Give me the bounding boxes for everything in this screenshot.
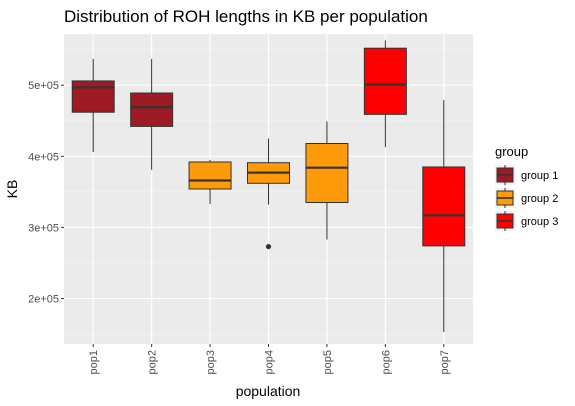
box-body — [71, 80, 115, 113]
y-axis-ticks: 2e+05 3e+05 4e+05 5e+05 — [28, 80, 64, 305]
legend-title: group — [495, 144, 528, 159]
box-pop4 — [247, 138, 290, 250]
legend-key — [495, 188, 515, 208]
box-plots — [71, 40, 466, 332]
y-tick-label: 4e+05 — [28, 151, 59, 163]
legend-label: group 1 — [521, 170, 558, 182]
x-tick-label: pop5 — [322, 350, 334, 374]
legend-key — [495, 165, 515, 185]
chart-title: Distribution of ROH lengths in KB per po… — [64, 7, 428, 26]
box-pop2 — [130, 58, 174, 170]
x-tick-label: pop2 — [147, 350, 159, 374]
x-axis-ticks: pop1 pop2 pop3 pop4 pop5 pop6 pop7 — [88, 344, 451, 374]
x-tick-label: pop4 — [264, 350, 276, 374]
box-body — [363, 47, 407, 115]
x-tick-label: pop3 — [205, 350, 217, 374]
box-body — [188, 161, 232, 190]
legend-label: group 2 — [521, 193, 558, 205]
box-pop7 — [422, 100, 466, 332]
y-tick-label: 3e+05 — [28, 222, 59, 234]
legend-label: group 3 — [521, 216, 558, 228]
x-tick-label: pop6 — [380, 350, 392, 374]
y-axis-title: KB — [4, 180, 20, 199]
x-axis-title: population — [236, 383, 301, 399]
box-pop3 — [188, 159, 232, 204]
box-pop6 — [363, 40, 407, 148]
legend-key — [495, 211, 515, 231]
box-pop1 — [71, 58, 115, 153]
y-tick-label: 5e+05 — [28, 80, 59, 92]
box-body — [305, 142, 349, 204]
y-tick-label: 2e+05 — [28, 293, 59, 305]
x-tick-label: pop1 — [88, 350, 100, 374]
legend: group group 1 group 2 group 3 — [495, 144, 558, 231]
box-body — [422, 166, 466, 247]
outlier-point — [265, 243, 272, 250]
x-tick-label: pop7 — [439, 350, 451, 374]
box-body — [130, 92, 174, 127]
box-pop5 — [305, 121, 349, 240]
